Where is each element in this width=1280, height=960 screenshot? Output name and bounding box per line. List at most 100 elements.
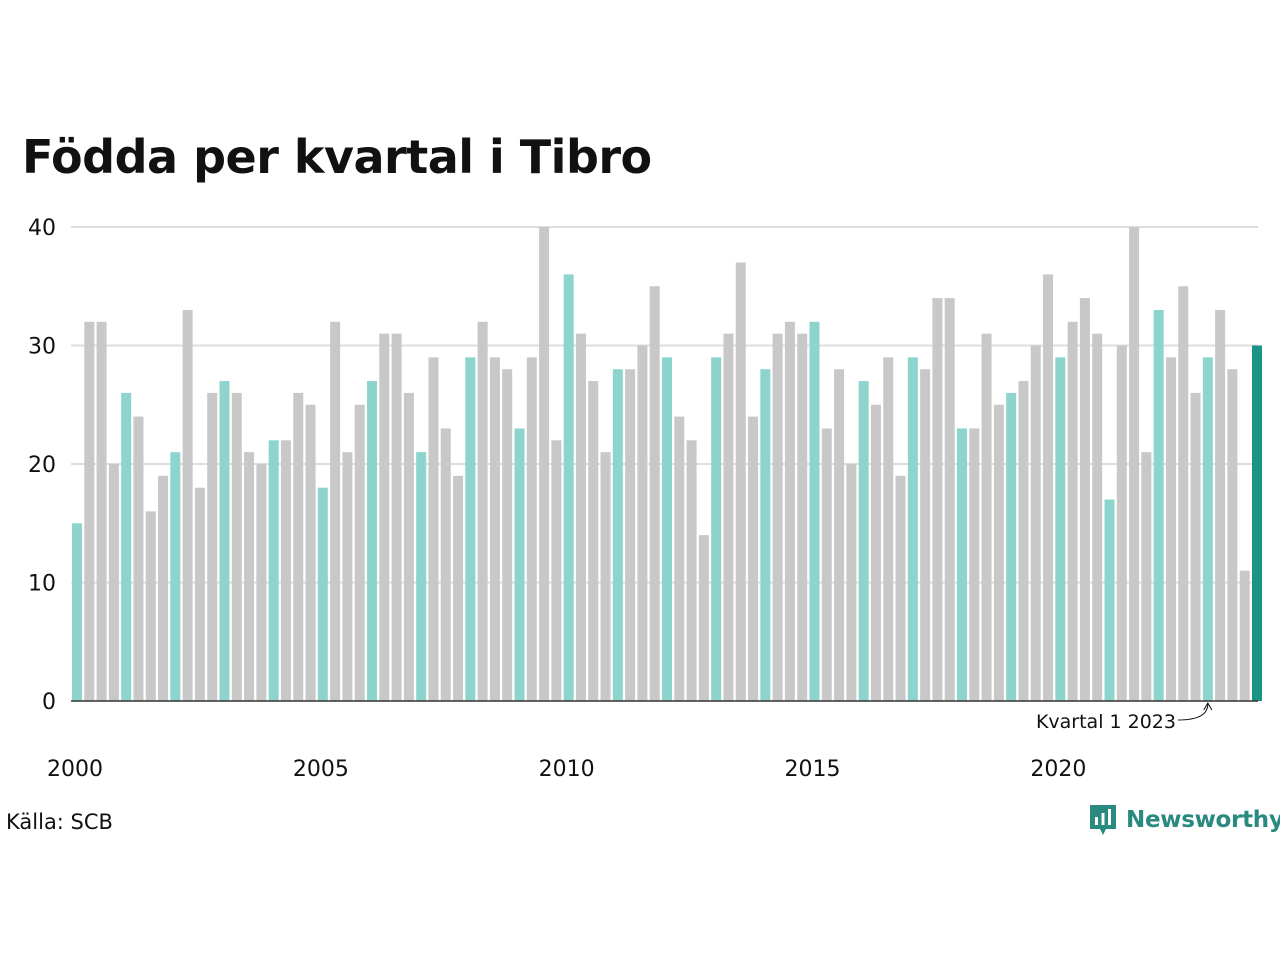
bar bbox=[588, 381, 599, 701]
bar bbox=[379, 333, 390, 701]
newsworthy-logo: Newsworthy bbox=[1088, 803, 1280, 837]
bar bbox=[416, 452, 427, 701]
bar bbox=[244, 452, 255, 701]
bar bbox=[170, 452, 181, 701]
y-tick-label: 20 bbox=[28, 453, 56, 478]
bar bbox=[465, 357, 476, 701]
bar bbox=[1153, 309, 1164, 701]
bar bbox=[1215, 309, 1226, 701]
bar bbox=[194, 487, 205, 701]
bar bbox=[760, 369, 771, 701]
bar bbox=[870, 404, 881, 701]
bar bbox=[711, 357, 722, 701]
bar bbox=[1190, 392, 1201, 701]
bar bbox=[280, 440, 291, 701]
bar bbox=[612, 369, 623, 701]
bar bbox=[219, 381, 230, 701]
bar bbox=[158, 475, 169, 701]
bar bbox=[772, 333, 783, 701]
bar bbox=[575, 333, 586, 701]
bar bbox=[1165, 357, 1176, 701]
annotation-arrow bbox=[1177, 703, 1209, 721]
bar bbox=[883, 357, 894, 701]
bar bbox=[674, 416, 685, 701]
bar bbox=[477, 321, 488, 701]
bar bbox=[182, 309, 193, 701]
bar bbox=[895, 475, 906, 701]
bar bbox=[293, 392, 304, 701]
bar bbox=[84, 321, 95, 701]
bar bbox=[969, 428, 980, 701]
bar bbox=[834, 369, 845, 701]
bar bbox=[981, 333, 992, 701]
source-label: Källa: SCB bbox=[6, 810, 113, 834]
bar bbox=[637, 345, 648, 701]
bar bbox=[514, 428, 525, 701]
bar bbox=[1239, 570, 1250, 701]
bar bbox=[268, 440, 279, 701]
bar bbox=[809, 321, 820, 701]
bar bbox=[625, 369, 636, 701]
tick-labels: 0 10 20 30 40 2000 2005 2010 2015 2020 bbox=[28, 216, 1086, 782]
bar bbox=[342, 452, 353, 701]
bar bbox=[1055, 357, 1066, 701]
bar bbox=[600, 452, 611, 701]
bar bbox=[748, 416, 759, 701]
bar bbox=[907, 357, 918, 701]
bar bbox=[108, 464, 119, 701]
bar bbox=[256, 464, 267, 701]
bar bbox=[403, 392, 414, 701]
bar bbox=[944, 298, 955, 701]
bar bbox=[133, 416, 144, 701]
bar bbox=[207, 392, 218, 701]
bar bbox=[354, 404, 365, 701]
bar bbox=[391, 333, 402, 701]
bar bbox=[1141, 452, 1152, 701]
chart-title: Födda per kvartal i Tibro bbox=[22, 130, 652, 184]
bar bbox=[428, 357, 439, 701]
newsworthy-logo-text: Newsworthy bbox=[1126, 807, 1280, 833]
bar bbox=[1092, 333, 1103, 701]
bar bbox=[317, 487, 328, 701]
annotation: Kvartal 1 2023 bbox=[1036, 701, 1213, 733]
annotation-arrowhead bbox=[1203, 701, 1213, 711]
bar bbox=[649, 286, 660, 701]
x-tick-label: 2020 bbox=[1030, 757, 1086, 782]
bar bbox=[72, 523, 82, 701]
bar bbox=[993, 404, 1004, 701]
bar bbox=[1178, 286, 1189, 701]
bar bbox=[96, 321, 107, 701]
y-tick-label: 30 bbox=[28, 335, 56, 360]
bar bbox=[846, 464, 857, 701]
bar bbox=[723, 333, 734, 701]
y-tick-label: 10 bbox=[28, 572, 56, 597]
bar bbox=[502, 369, 513, 701]
bar bbox=[121, 392, 132, 701]
bar bbox=[735, 262, 746, 701]
bar bbox=[784, 321, 795, 701]
bar bbox=[797, 333, 808, 701]
bar bbox=[563, 274, 574, 701]
bar bbox=[1043, 274, 1054, 701]
y-tick-label: 40 bbox=[28, 216, 56, 241]
bar bbox=[539, 227, 550, 701]
newsworthy-logo-icon bbox=[1090, 805, 1116, 835]
x-tick-label: 2000 bbox=[47, 757, 103, 782]
y-tick-label: 0 bbox=[42, 690, 56, 715]
bar bbox=[821, 428, 832, 701]
bar bbox=[920, 369, 931, 701]
bar bbox=[858, 381, 869, 701]
bar bbox=[1006, 392, 1017, 701]
bar bbox=[1129, 227, 1140, 701]
bar bbox=[526, 357, 537, 701]
bar bbox=[1252, 345, 1262, 701]
x-tick-label: 2005 bbox=[293, 757, 349, 782]
bar bbox=[662, 357, 672, 701]
bar bbox=[489, 357, 500, 701]
bar bbox=[1202, 357, 1213, 701]
bar bbox=[145, 511, 156, 701]
bar bbox=[330, 321, 341, 701]
x-tick-label: 2010 bbox=[539, 757, 595, 782]
bar bbox=[698, 535, 709, 701]
